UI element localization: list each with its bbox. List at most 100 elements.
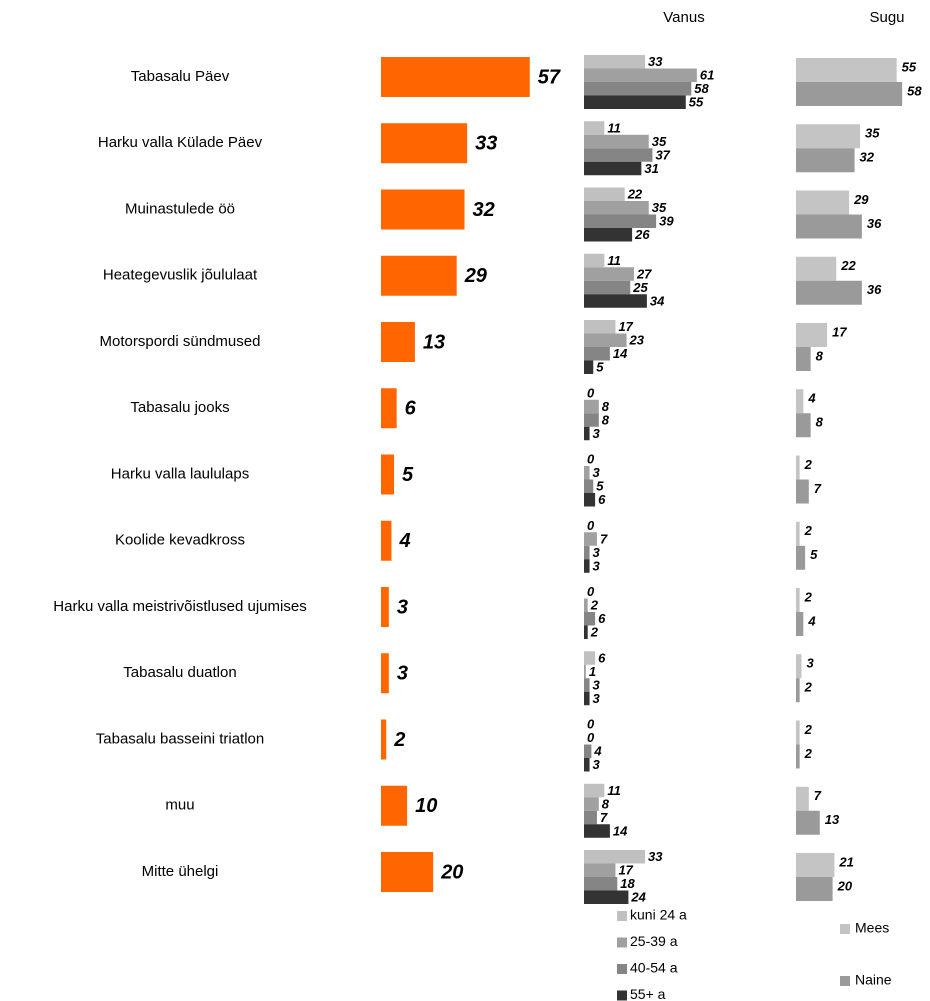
- bar: [796, 347, 811, 371]
- value-label: 17: [618, 319, 633, 334]
- value-label: 7: [814, 481, 822, 496]
- category-label: Tabasalu Päev: [131, 68, 230, 85]
- bar: [584, 625, 588, 639]
- bar: [796, 256, 837, 281]
- value-label: 36: [867, 216, 882, 231]
- value-label: 8: [602, 796, 610, 811]
- bar: [584, 426, 590, 441]
- legend-label: Naine: [855, 972, 892, 988]
- bar: [796, 280, 862, 305]
- value-label: 22: [627, 187, 643, 202]
- value-label: 7: [600, 531, 608, 546]
- bar: [796, 744, 800, 769]
- value-label: 55: [689, 95, 704, 110]
- value-label: 0: [587, 584, 595, 599]
- bar: [796, 58, 897, 82]
- legend-label: 25-39 a: [630, 933, 678, 949]
- value-label: 61: [700, 68, 714, 83]
- value-label: 21: [838, 854, 853, 869]
- panel-title: Vanus: [663, 9, 704, 26]
- value-label: 2: [804, 523, 813, 538]
- bar: [584, 598, 588, 612]
- bar: [584, 134, 649, 149]
- legend-swatch: [617, 911, 627, 921]
- value-label: 6: [598, 650, 606, 665]
- value-label: 8: [602, 399, 610, 414]
- category-label: Heategevuslik jõululaat: [103, 267, 258, 284]
- value-label: 3: [593, 465, 601, 480]
- bar: [584, 68, 697, 82]
- value-label: 3: [593, 426, 601, 441]
- category-label: Koolide kevadkross: [115, 532, 245, 549]
- legend-label: 55+ a: [630, 986, 666, 1001]
- legend-swatch: [840, 976, 850, 986]
- value-label: 29: [464, 265, 488, 287]
- value-label: 2: [590, 598, 599, 613]
- value-label: 2: [393, 729, 405, 751]
- category-label: Mitte ühelgi: [142, 863, 219, 880]
- value-label: 4: [807, 391, 816, 406]
- bar: [584, 294, 647, 308]
- category-label: Harku valla Külade Päev: [98, 134, 263, 151]
- bar: [381, 587, 389, 627]
- value-label: 35: [865, 126, 880, 141]
- bar: [796, 82, 903, 106]
- bar: [584, 253, 605, 268]
- bar: [584, 824, 610, 838]
- value-label: 10: [415, 795, 437, 817]
- category-label: Muinastulede öö: [125, 200, 235, 217]
- bar: [796, 190, 850, 215]
- bar: [584, 148, 653, 162]
- value-label: 4: [398, 530, 410, 552]
- value-label: 57: [538, 66, 561, 88]
- value-label: 27: [636, 266, 652, 281]
- category-label: muu: [165, 797, 194, 814]
- bar: [584, 678, 590, 692]
- panel-title: Sugu: [869, 9, 904, 26]
- bar: [584, 532, 597, 546]
- value-label: 8: [816, 415, 824, 430]
- bar: [796, 720, 800, 745]
- value-label: 3: [806, 656, 814, 671]
- value-label: 17: [832, 324, 847, 339]
- value-label: 25: [632, 280, 648, 295]
- bar: [381, 454, 395, 495]
- value-label: 14: [613, 346, 628, 361]
- bar: [796, 521, 800, 546]
- bar: [584, 890, 629, 904]
- value-label: 13: [423, 331, 445, 353]
- value-label: 37: [655, 147, 670, 162]
- legend-label: 40-54 a: [630, 960, 678, 976]
- value-label: 7: [600, 810, 608, 825]
- bar: [584, 360, 594, 374]
- value-label: 20: [440, 861, 463, 883]
- bar: [381, 785, 408, 826]
- value-label: 0: [587, 717, 595, 732]
- value-label: 6: [598, 611, 606, 626]
- bar: [796, 148, 855, 173]
- bar: [584, 797, 599, 811]
- category-label: Motorspordi sündmused: [100, 333, 261, 350]
- bar: [796, 413, 811, 438]
- bar: [584, 877, 618, 891]
- value-label: 8: [816, 348, 824, 363]
- bar: [584, 280, 631, 295]
- value-label: 17: [618, 863, 633, 878]
- bar: [584, 493, 596, 507]
- value-label: 5: [596, 360, 604, 375]
- value-label: 39: [659, 214, 674, 229]
- category-label: Tabasalu basseini triatlon: [96, 730, 264, 747]
- category-label: Harku valla meistrivõistlused ujumises: [53, 598, 306, 615]
- bar: [796, 786, 809, 811]
- bar: [796, 545, 806, 570]
- bar: [584, 201, 649, 215]
- bar: [381, 388, 397, 429]
- value-label: 33: [475, 133, 497, 155]
- value-label: 18: [620, 876, 635, 891]
- bar: [796, 654, 802, 679]
- value-label: 11: [607, 120, 621, 135]
- value-label: 2: [804, 457, 813, 472]
- bar: [584, 82, 692, 96]
- bar: [796, 124, 861, 149]
- legend-swatch: [617, 990, 627, 1001]
